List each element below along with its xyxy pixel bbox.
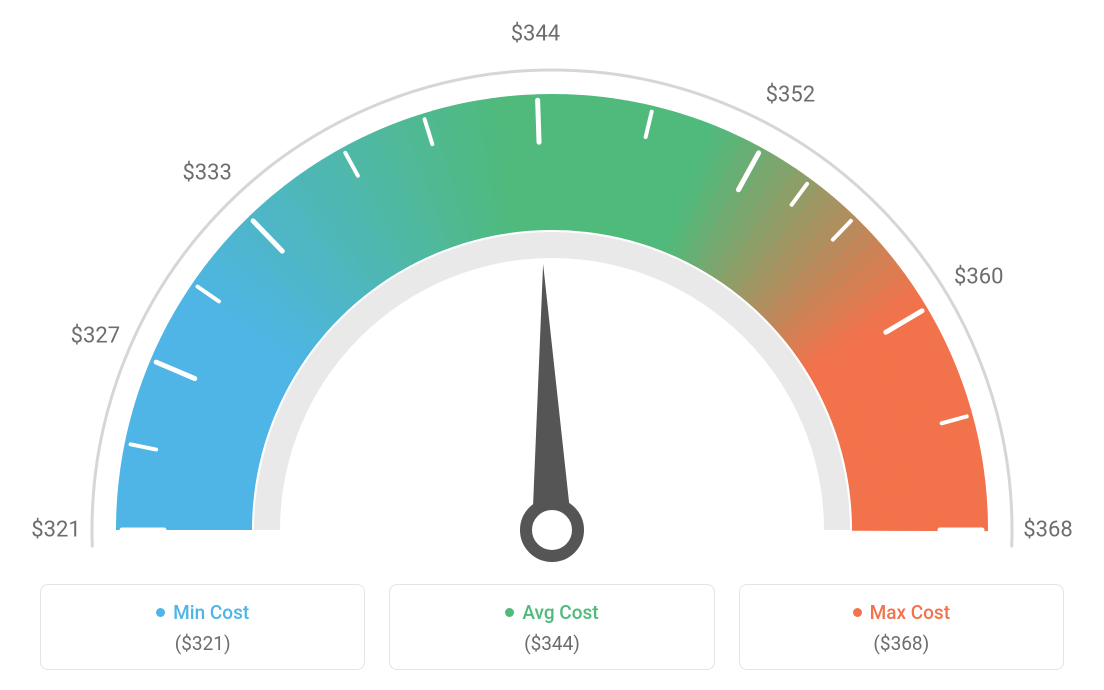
legend-title: Min Cost (156, 601, 249, 624)
legend-dot-icon (156, 608, 165, 617)
legend-title: Avg Cost (505, 601, 598, 624)
gauge-tick-label: $368 (1023, 518, 1072, 543)
gauge-tick-label: $360 (954, 265, 1003, 290)
gauge-tick-label: $352 (766, 83, 815, 108)
legend-title-text: Max Cost (870, 601, 950, 624)
legend-value: ($368) (760, 632, 1043, 655)
legend-card-max: Max Cost ($368) (739, 584, 1064, 670)
legend-title-text: Avg Cost (522, 601, 598, 624)
gauge-svg (0, 0, 1104, 570)
gauge-needle-hub (526, 504, 578, 556)
legend-value: ($321) (61, 632, 344, 655)
gauge-tick-label: $333 (182, 161, 231, 186)
gauge-needle (532, 264, 572, 531)
legend-title: Max Cost (853, 601, 950, 624)
legend-value: ($344) (410, 632, 693, 655)
legend-dot-icon (505, 608, 514, 617)
legend-dot-icon (853, 608, 862, 617)
legend-card-min: Min Cost ($321) (40, 584, 365, 670)
gauge-tick-label: $344 (511, 22, 560, 47)
legend-title-text: Min Cost (173, 601, 249, 624)
gauge-tick-label: $321 (31, 518, 80, 543)
legend-card-avg: Avg Cost ($344) (389, 584, 714, 670)
gauge-chart: $321 $327 $333 $344 $352 $360 $368 (0, 0, 1104, 570)
legend-row: Min Cost ($321) Avg Cost ($344) Max Cost ($36… (0, 584, 1104, 670)
gauge-tick-label: $327 (71, 324, 120, 349)
